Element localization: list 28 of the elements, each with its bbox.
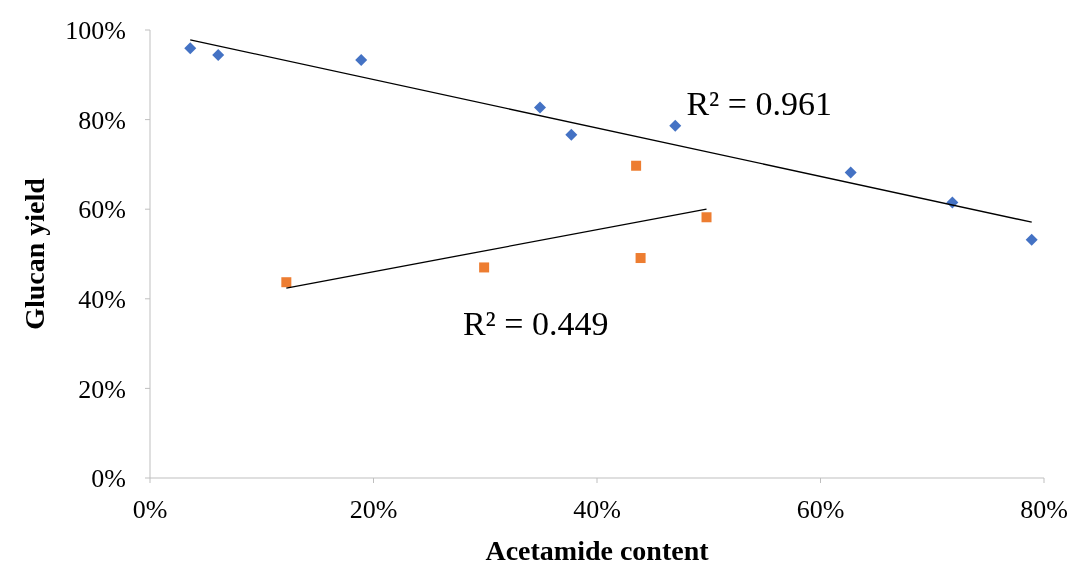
y-tick-label: 100%: [65, 16, 126, 46]
point: [701, 212, 712, 223]
y-tick-label: 0%: [91, 464, 126, 494]
y-tick-label: 60%: [78, 195, 126, 225]
x-tick-label: 60%: [796, 495, 845, 524]
point: [669, 119, 682, 132]
point: [1025, 233, 1038, 246]
y-axis-title: Glucan yield: [19, 177, 50, 330]
point: [635, 253, 646, 264]
x-tick-label: 80%: [1020, 495, 1068, 524]
point: [534, 101, 547, 114]
point: [212, 49, 225, 62]
point: [844, 166, 857, 179]
point: [281, 277, 292, 288]
x-tick-label: 0%: [132, 495, 168, 524]
point: [479, 262, 490, 273]
y-tick-label: 20%: [78, 374, 126, 404]
x-tick-label: 40%: [573, 495, 621, 524]
annotation: R² = 0.961: [686, 85, 832, 123]
x-axis-title: Acetamide content: [485, 535, 710, 566]
point: [355, 54, 368, 67]
annotation: R² = 0.449: [462, 304, 609, 342]
y-tick-label: 80%: [78, 105, 126, 135]
x-tick-label: 20%: [349, 495, 398, 524]
point: [565, 128, 578, 141]
y-tick-label: 40%: [78, 284, 126, 314]
point: [184, 42, 197, 55]
point: [631, 160, 642, 171]
